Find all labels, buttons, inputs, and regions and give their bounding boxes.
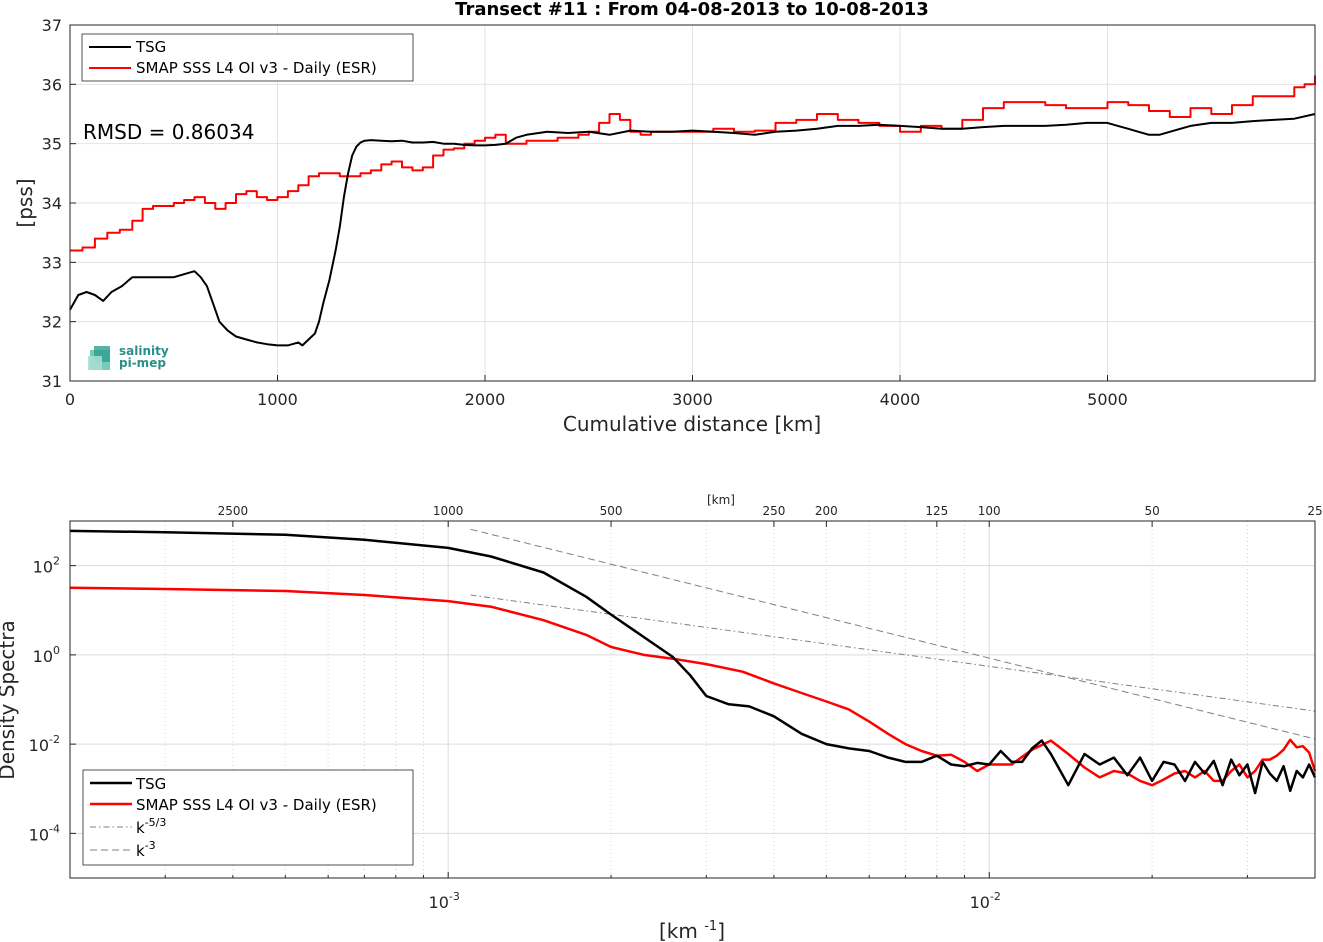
bottom-top-tick-label: 25 — [1307, 504, 1322, 518]
bottom-axes-box — [69, 520, 1316, 879]
bottom-xtick-exp: -3 — [449, 890, 460, 903]
logo-text-salinity: salinity — [119, 344, 169, 358]
bottom-ytick-base: 10 — [33, 647, 53, 666]
top-xtick-label: 0 — [65, 390, 75, 409]
bottom-ytick-label: 100 — [33, 644, 60, 666]
bottom-top-tick-label: 250 — [762, 504, 785, 518]
bottom-x-axis-label: [km -1] — [659, 919, 725, 942]
bottom-top-tick-label: 125 — [925, 504, 948, 518]
bottom-ytick-base: 10 — [29, 736, 49, 755]
bottom-ytick-label: 10-2 — [29, 733, 60, 755]
bottom-series-line-k-3 — [470, 528, 1316, 740]
top-xtick-label: 5000 — [1087, 390, 1128, 409]
bottom-ytick-base: 10 — [29, 825, 49, 844]
top-series-line-tsg — [69, 113, 1316, 347]
bottom-xtick-exp: -2 — [990, 890, 1001, 903]
top-ytick-label: 34 — [42, 194, 62, 213]
bottom-legend-label-k3: k-3 — [136, 839, 156, 860]
top-chart-title: Transect #11 : From 04-08-2013 to 10-08-… — [455, 0, 929, 20]
bottom-ytick-exp: 0 — [53, 644, 60, 657]
top-ytick-label: 35 — [42, 135, 62, 154]
bottom-ytick-exp: 2 — [53, 555, 60, 568]
bottom-series-line-tsg — [69, 529, 1317, 795]
top-ytick-label: 31 — [42, 372, 62, 391]
bottom-series — [69, 528, 1317, 795]
top-legend: TSG SMAP SSS L4 OI v3 - Daily (ESR) — [81, 33, 414, 82]
top-ytick-label: 33 — [42, 253, 62, 272]
top-ytick-label: 32 — [42, 313, 62, 332]
legend-base: k — [136, 819, 145, 837]
top-series-line-smap-sss-l4-oi-v3-daily-esr — [70, 75, 1316, 252]
bottom-top-tick-label: 500 — [600, 504, 623, 518]
bottom-ytick-label: 102 — [33, 555, 60, 577]
bottom-ytick-base: 10 — [33, 558, 53, 577]
bottom-y-axis-label: Density Spectra — [0, 620, 19, 779]
legend-base: k — [136, 842, 145, 860]
top-xtick-label: 3000 — [672, 390, 713, 409]
top-legend-box — [81, 33, 414, 82]
bottom-xtick-base: 10 — [429, 893, 449, 912]
top-ytick-label: 37 — [42, 16, 62, 35]
salinity-pi-mep-logo: salinity pi-mep — [88, 344, 169, 370]
top-series — [69, 75, 1316, 347]
bottom-legend: TSG SMAP SSS L4 OI v3 - Daily (ESR) k-5/… — [82, 769, 414, 866]
legend-exp: -5/3 — [145, 816, 167, 829]
bottom-legend-label-smap: SMAP SSS L4 OI v3 - Daily (ESR) — [136, 796, 377, 814]
top-xtick-label: 2000 — [465, 390, 506, 409]
rmsd-annotation: RMSD = 0.86034 — [83, 120, 254, 144]
top-legend-label-smap: SMAP SSS L4 OI v3 - Daily (ESR) — [136, 59, 377, 77]
bottom-legend-label-tsg: TSG — [135, 775, 166, 793]
bottom-legend-label-k53: k-5/3 — [136, 816, 166, 837]
bottom-xtick-label: 10-2 — [970, 890, 1001, 912]
bottom-ytick-exp: -4 — [49, 822, 60, 835]
bottom-top-tick-label: 1000 — [433, 504, 464, 518]
bottom-top-tick-label: 2500 — [218, 504, 249, 518]
top-x-axis-label: Cumulative distance [km] — [563, 412, 821, 436]
bottom-x-axis-label-exp: -1 — [704, 919, 717, 934]
bottom-top-tick-label: 100 — [978, 504, 1001, 518]
bottom-x-axis-label-text: [km — [659, 919, 698, 942]
top-legend-label-tsg: TSG — [135, 38, 166, 56]
logo-text-pi-mep: pi-mep — [119, 356, 166, 370]
top-ytick-label: 36 — [42, 75, 62, 94]
bottom-xtick-base: 10 — [970, 893, 990, 912]
bottom-top-tick-label: 200 — [815, 504, 838, 518]
top-xtick-label: 1000 — [257, 390, 298, 409]
bottom-ytick-exp: -2 — [49, 733, 60, 746]
bottom-legend-box — [82, 769, 414, 866]
bottom-top-tick-label: 50 — [1144, 504, 1159, 518]
bottom-x-axis-label-close: ] — [717, 919, 725, 942]
legend-exp: -3 — [145, 839, 156, 852]
bottom-top-axis-label: [km] — [707, 493, 735, 507]
top-ticks: 0 1000 2000 3000 4000 5000 31 32 33 34 35 36 37 — [42, 16, 1128, 409]
bottom-series-line-smap-sss-l4-oi-v3-daily-esr — [69, 586, 1317, 787]
top-xtick-label: 4000 — [880, 390, 921, 409]
bottom-ytick-label: 10-4 — [29, 822, 60, 844]
bottom-xtick-label: 10-3 — [429, 890, 460, 912]
top-panel: Transect #11 : From 04-08-2013 to 10-08-… — [13, 0, 1316, 436]
top-y-axis-label: [pss] — [13, 178, 37, 227]
